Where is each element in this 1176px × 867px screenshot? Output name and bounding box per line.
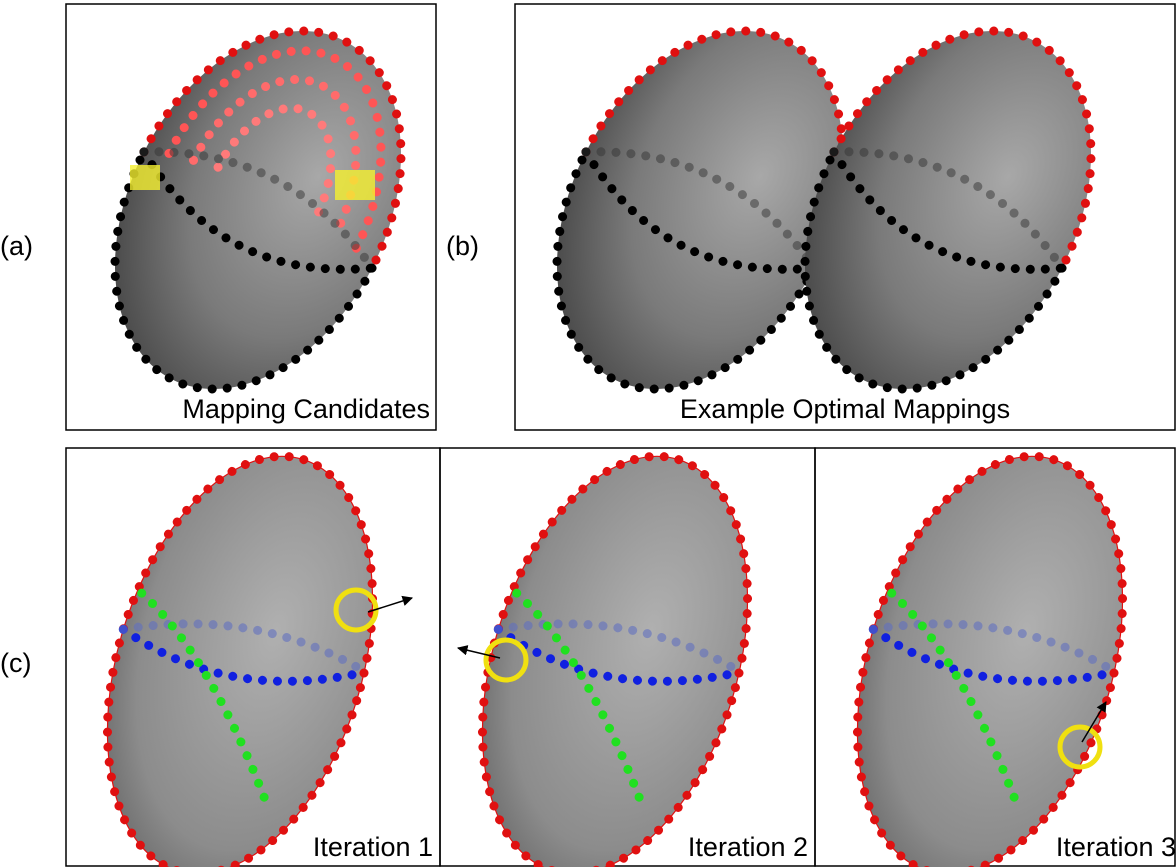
- yellow-candidates: [130, 165, 160, 190]
- caption: Mapping Candidates: [182, 394, 430, 424]
- panel-label: (a): [0, 231, 33, 261]
- caption: Example Optimal Mappings: [680, 394, 1010, 424]
- caption: Iteration 2: [688, 832, 808, 862]
- ellipsoid-c1: [60, 424, 419, 867]
- caption: Iteration 1: [313, 832, 433, 862]
- figure: (a) Mapping Candidates (b) Example Optim…: [0, 0, 1176, 867]
- ellipsoid-c3: [810, 424, 1169, 867]
- panel-label: (c): [0, 648, 31, 678]
- ellipsoid-a: [58, 0, 459, 437]
- panel-label: (b): [446, 231, 479, 261]
- caption: Iteration 3: [1056, 832, 1176, 862]
- yellow-candidates: [335, 170, 375, 200]
